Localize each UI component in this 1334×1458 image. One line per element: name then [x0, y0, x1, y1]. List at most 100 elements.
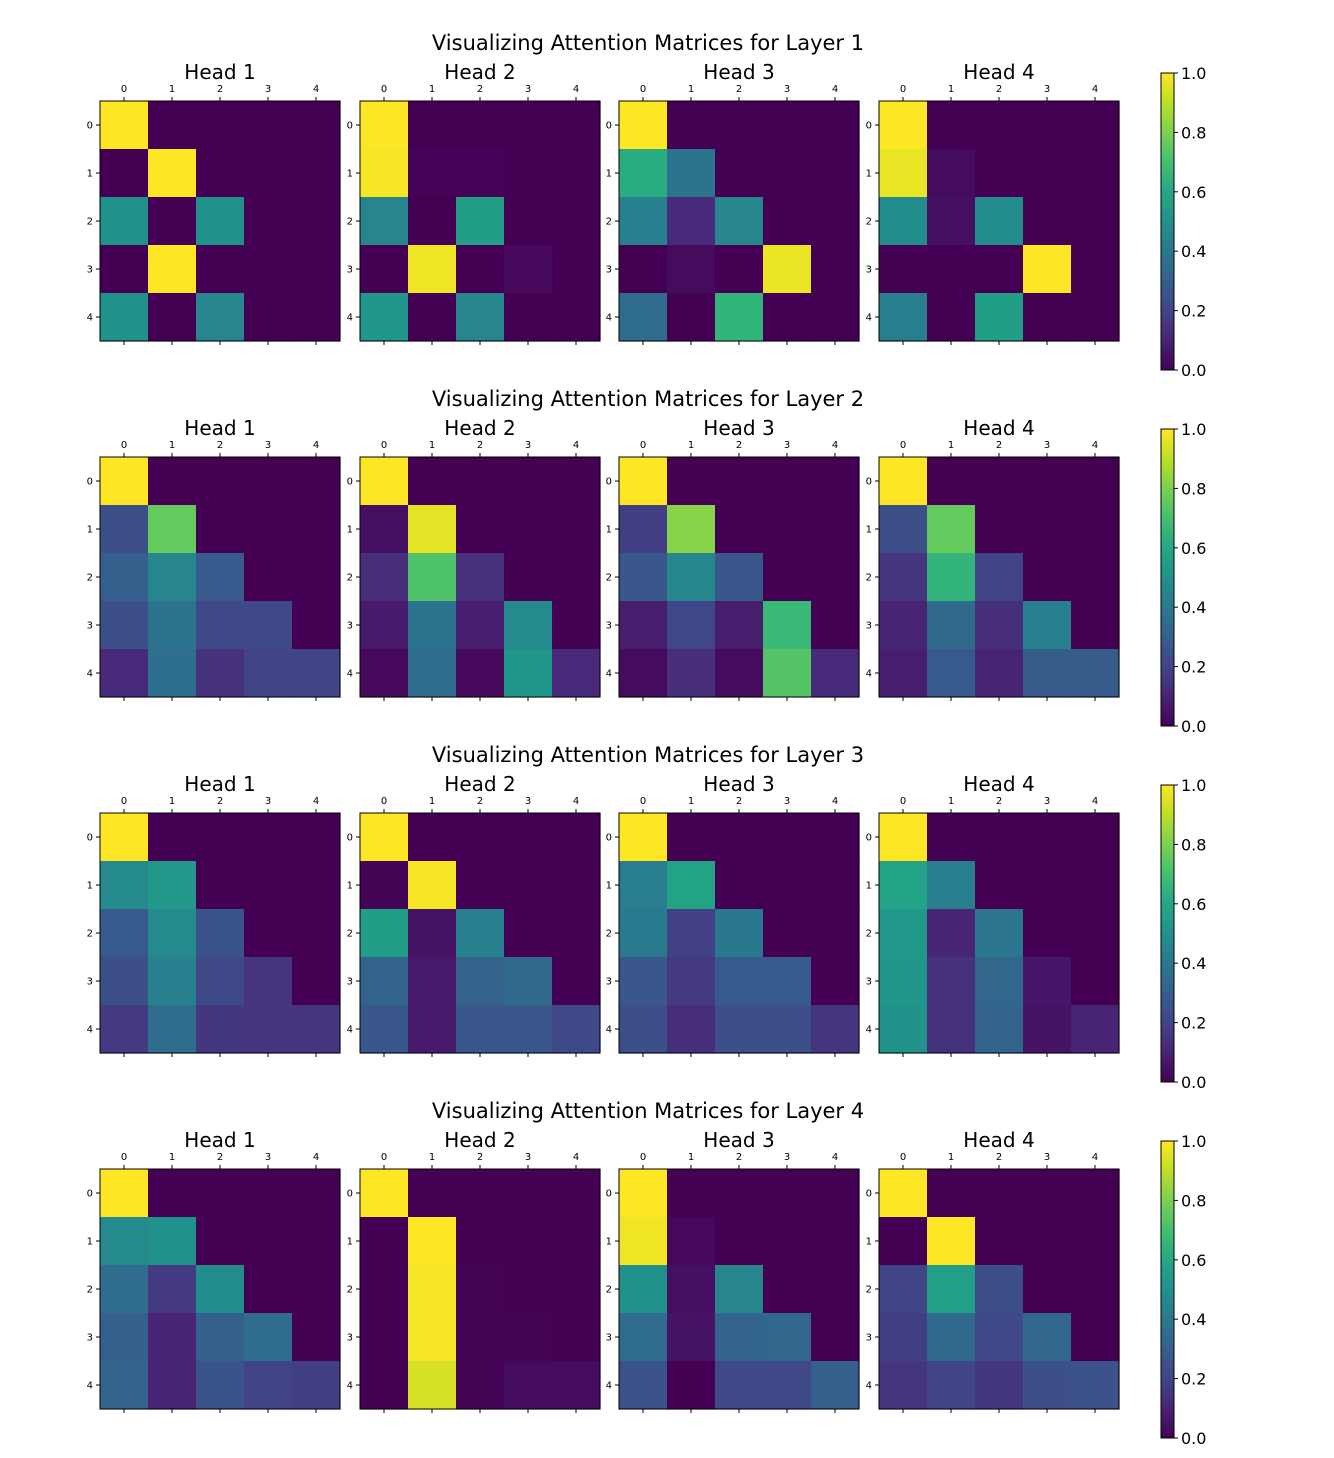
y-tick-label: 1 — [87, 1237, 93, 1248]
heatmap-cell — [879, 1169, 928, 1218]
heatmap-cell — [148, 149, 197, 198]
colorbar-tick-label: 0.8 — [1181, 1191, 1206, 1210]
heatmap-cell — [196, 149, 245, 198]
x-tick-label: 1 — [429, 1152, 435, 1163]
heatmap-cell — [811, 909, 860, 958]
x-tick-label: 4 — [313, 1152, 319, 1163]
heatmap-cell — [292, 197, 341, 246]
y-tick-label: 1 — [87, 169, 93, 180]
heatmap-cell — [975, 813, 1024, 862]
x-tick-label: 1 — [688, 796, 694, 807]
heatmap-cell — [552, 1169, 601, 1218]
heatmap-cell — [811, 1265, 860, 1314]
heatmap-cell — [196, 861, 245, 910]
heatmap-cell — [1023, 1265, 1072, 1314]
heatmap-cell — [504, 1005, 553, 1054]
y-tick-label: 2 — [347, 573, 353, 584]
x-tick-label: 1 — [429, 796, 435, 807]
heatmap-cell — [763, 813, 812, 862]
x-tick-label: 4 — [832, 1152, 838, 1163]
heatmap-cell — [408, 1265, 457, 1314]
heatmap-cell — [408, 245, 457, 294]
heatmap-cell — [244, 1169, 293, 1218]
y-tick-label: 0 — [866, 477, 872, 488]
heatmap-cell — [667, 649, 716, 698]
heatmap-cell — [715, 957, 764, 1006]
colorbar-tick-label: 0.4 — [1181, 954, 1206, 973]
heatmap-cell — [360, 457, 409, 506]
x-tick-label: 1 — [948, 440, 954, 451]
heatmap-cell — [408, 1313, 457, 1362]
heatmap-cell — [1023, 245, 1072, 294]
x-tick-label: 3 — [1044, 440, 1050, 451]
colorbar-tick-label: 0.4 — [1181, 1310, 1206, 1329]
head-4-heatmap: Head 4 0 0 1 1 2 2 3 3 4 4 — [866, 60, 1120, 345]
heatmap-cell — [148, 1005, 197, 1054]
y-tick-label: 2 — [87, 217, 93, 228]
heatmap-cell — [196, 601, 245, 650]
heatmap-cell — [456, 957, 505, 1006]
heatmap-cell — [715, 1005, 764, 1054]
colorbar-tick-label: 0.4 — [1181, 598, 1206, 617]
head-1-heatmap: Head 1 0 0 1 1 2 2 3 3 4 4 — [87, 416, 341, 701]
x-tick-label: 2 — [736, 440, 742, 451]
heatmap-cell — [1071, 101, 1120, 150]
heatmap-cell — [619, 197, 668, 246]
heatmap-cell — [667, 813, 716, 862]
heatmap-cell — [975, 1361, 1024, 1410]
heatmap-cell — [552, 1361, 601, 1410]
heatmap-cell — [244, 1313, 293, 1362]
y-tick-label: 2 — [87, 573, 93, 584]
colorbar: 0.0 0.2 0.4 0.6 0.8 1.0 — [1160, 776, 1206, 1092]
heatmap-cell — [100, 1217, 149, 1266]
heatmap-cell — [1023, 909, 1072, 958]
heatmap-cell — [100, 197, 149, 246]
x-tick-label: 2 — [477, 796, 483, 807]
colorbar-tick-label: 0.2 — [1181, 1014, 1206, 1033]
y-tick-label: 4 — [866, 1025, 872, 1036]
y-tick-label: 4 — [87, 1381, 93, 1392]
heatmap-cell — [360, 1005, 409, 1054]
heatmap-cell — [456, 601, 505, 650]
y-tick-label: 2 — [866, 573, 872, 584]
y-tick-label: 0 — [347, 1189, 353, 1200]
heatmap-cell — [619, 1265, 668, 1314]
head-title: Head 1 — [184, 772, 255, 796]
heatmap-cell — [975, 909, 1024, 958]
x-tick-label: 4 — [832, 84, 838, 95]
heatmap-cell — [292, 1361, 341, 1410]
heatmap-cell — [975, 457, 1024, 506]
x-tick-label: 2 — [477, 1152, 483, 1163]
x-tick-label: 1 — [688, 440, 694, 451]
heatmap-cell — [1023, 197, 1072, 246]
heatmap-cell — [100, 245, 149, 294]
heatmap-cell — [148, 813, 197, 862]
heatmap-cell — [667, 245, 716, 294]
heatmap-cell — [196, 245, 245, 294]
heatmap-cell — [100, 649, 149, 698]
heatmap-cell — [148, 293, 197, 342]
y-tick-label: 3 — [347, 1333, 353, 1344]
heatmap-cell — [1023, 505, 1072, 554]
x-tick-label: 1 — [948, 796, 954, 807]
heatmap-cell — [1023, 813, 1072, 862]
x-tick-label: 3 — [525, 84, 531, 95]
heatmap-cell — [456, 909, 505, 958]
heatmap-cell — [763, 1217, 812, 1266]
x-tick-label: 1 — [169, 84, 175, 95]
heatmap-cell — [552, 245, 601, 294]
heatmap-cell — [196, 1005, 245, 1054]
heatmap-cell — [1023, 101, 1072, 150]
heatmap-cell — [552, 909, 601, 958]
y-tick-label: 1 — [347, 1237, 353, 1248]
heatmap-cell — [667, 909, 716, 958]
heatmap-cell — [763, 457, 812, 506]
y-tick-label: 4 — [866, 313, 872, 324]
heatmap-cell — [1023, 149, 1072, 198]
heatmap-cell — [811, 861, 860, 910]
x-tick-label: 3 — [1044, 1152, 1050, 1163]
x-tick-label: 4 — [313, 796, 319, 807]
heatmap-cell — [504, 601, 553, 650]
heatmap-cell — [244, 957, 293, 1006]
heatmap-cell — [196, 649, 245, 698]
